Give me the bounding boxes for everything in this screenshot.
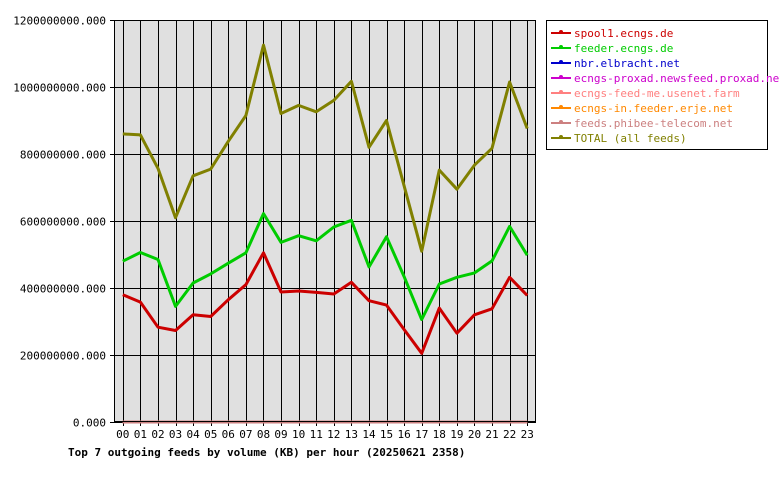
- legend-label: ecngs-feed-me.usenet.farm: [574, 86, 740, 100]
- x-tick-label: 01: [134, 428, 147, 441]
- legend-label: feeds.phibee-telecom.net: [574, 116, 733, 130]
- y-axis-ticks: 0.000 200000000.000 400000000.000 600000000…: [13, 15, 114, 430]
- x-tick-label: 09: [274, 428, 287, 441]
- legend-item: nbr.elbracht.net: [551, 56, 680, 70]
- x-tick-label: 10: [292, 428, 305, 441]
- x-tick-label: 14: [362, 428, 376, 441]
- legend-swatch: [551, 134, 571, 142]
- plot-border: [114, 20, 536, 422]
- y-tick-label: 0.000: [73, 417, 106, 430]
- x-tick-label: 04: [187, 428, 201, 441]
- x-tick-label: 19: [450, 428, 463, 441]
- legend-item: spool1.ecngs.de: [551, 26, 673, 40]
- legend-item: ecngs-feed-me.usenet.farm: [551, 86, 740, 100]
- legend-label: ecngs-proxad.newsfeed.proxad.net: [574, 71, 780, 85]
- y-tick-label: 1000000000.000: [13, 82, 106, 95]
- legend-label: spool1.ecngs.de: [574, 26, 674, 40]
- x-tick-label: 23: [521, 428, 534, 441]
- y-tick-label: 1200000000.000: [13, 15, 106, 28]
- y-tick-label: 600000000.000: [20, 216, 106, 229]
- legend-swatch: [551, 119, 571, 127]
- x-tick-label: 21: [485, 428, 498, 441]
- x-tick-label: 16: [398, 428, 411, 441]
- legend: spool1.ecngs.de feeder.ecngs.de nbr.elbrac…: [546, 20, 780, 150]
- y-tick-label: 400000000.000: [20, 283, 106, 296]
- x-tick-label: 17: [415, 428, 428, 441]
- x-tick-label: 06: [222, 428, 235, 441]
- legend-swatch: [551, 74, 571, 82]
- x-tick-label: 20: [468, 428, 481, 441]
- grid-lines: [114, 20, 536, 423]
- series-line: [122, 43, 529, 253]
- x-tick-label: 12: [327, 428, 340, 441]
- x-tick-label: 07: [239, 428, 252, 441]
- x-tick-label: 18: [433, 428, 446, 441]
- legend-swatch: [551, 104, 571, 112]
- legend-item: feeder.ecngs.de: [551, 41, 673, 55]
- legend-label: feeder.ecngs.de: [574, 41, 674, 55]
- y-tick-label: 200000000.000: [20, 350, 106, 363]
- legend-swatch: [551, 89, 571, 97]
- x-tick-label: 11: [310, 428, 323, 441]
- legend-swatch: [551, 59, 571, 67]
- legend-label: nbr.elbracht.net: [574, 56, 680, 70]
- x-tick-label: 00: [116, 428, 129, 441]
- x-tick-label: 13: [345, 428, 358, 441]
- legend-item: feeds.phibee-telecom.net: [551, 116, 733, 130]
- x-tick-label: 05: [204, 428, 217, 441]
- legend-label: ecngs-in.feeder.erje.net: [574, 101, 733, 115]
- x-tick-label: 03: [169, 428, 182, 441]
- x-tick-label: 15: [380, 428, 393, 441]
- series-line: [122, 251, 529, 355]
- legend-swatch: [551, 29, 571, 37]
- legend-swatch: [551, 44, 571, 52]
- legend-item: ecngs-proxad.newsfeed.proxad.net: [551, 71, 780, 85]
- x-tick-label: 22: [503, 428, 516, 441]
- chart-title: Top 7 outgoing feeds by volume (KB) per …: [68, 446, 465, 459]
- legend-item: TOTAL (all feeds): [551, 131, 687, 145]
- legend-label: TOTAL (all feeds): [574, 131, 687, 145]
- x-tick-label: 02: [151, 428, 164, 441]
- series-line: [122, 212, 529, 321]
- legend-item: ecngs-in.feeder.erje.net: [551, 101, 733, 115]
- x-tick-label: 08: [257, 428, 270, 441]
- y-tick-label: 800000000.000: [20, 149, 106, 162]
- x-axis-ticks: 00 01 02 03 04 05 06 07 08 09 10 11 12 13 14 15 16 17 18 19…: [116, 422, 534, 441]
